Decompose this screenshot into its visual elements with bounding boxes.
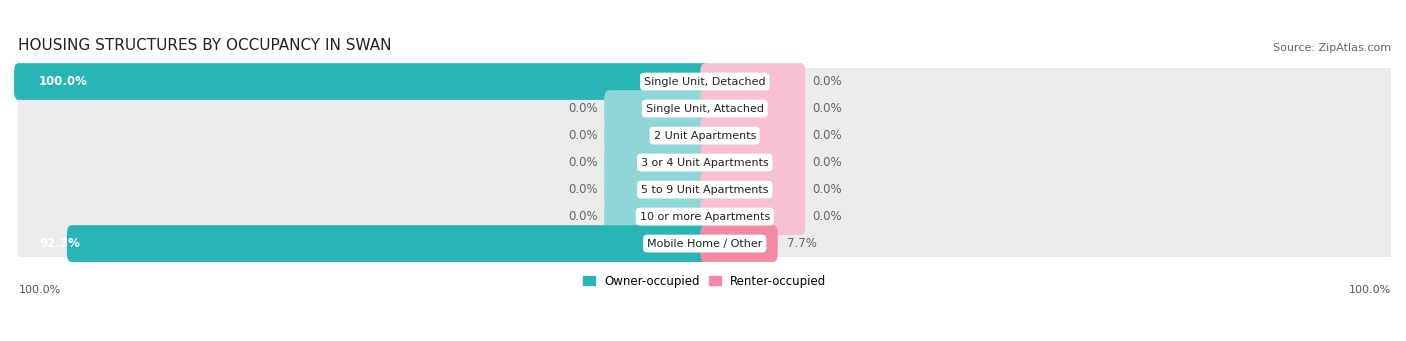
Text: 0.0%: 0.0% — [811, 129, 841, 142]
FancyBboxPatch shape — [700, 117, 806, 154]
FancyBboxPatch shape — [700, 90, 806, 127]
FancyBboxPatch shape — [605, 171, 709, 208]
Text: 92.3%: 92.3% — [39, 237, 80, 250]
Text: 0.0%: 0.0% — [568, 210, 598, 223]
FancyBboxPatch shape — [14, 169, 1395, 210]
Text: 0.0%: 0.0% — [568, 102, 598, 115]
Legend: Owner-occupied, Renter-occupied: Owner-occupied, Renter-occupied — [578, 270, 831, 293]
Text: 10 or more Apartments: 10 or more Apartments — [640, 211, 770, 222]
FancyBboxPatch shape — [14, 196, 1395, 237]
Text: 100.0%: 100.0% — [18, 285, 60, 295]
FancyBboxPatch shape — [14, 61, 1395, 102]
Text: 0.0%: 0.0% — [811, 75, 841, 88]
FancyBboxPatch shape — [67, 225, 709, 262]
FancyBboxPatch shape — [14, 223, 1395, 264]
FancyBboxPatch shape — [605, 90, 709, 127]
FancyBboxPatch shape — [14, 88, 1395, 129]
Text: 0.0%: 0.0% — [568, 156, 598, 169]
FancyBboxPatch shape — [700, 198, 806, 235]
Text: 0.0%: 0.0% — [568, 183, 598, 196]
Text: 0.0%: 0.0% — [811, 156, 841, 169]
Text: 7.7%: 7.7% — [787, 237, 817, 250]
Text: Single Unit, Detached: Single Unit, Detached — [644, 77, 765, 87]
FancyBboxPatch shape — [700, 171, 806, 208]
Text: 0.0%: 0.0% — [568, 129, 598, 142]
FancyBboxPatch shape — [14, 115, 1395, 156]
Text: Mobile Home / Other: Mobile Home / Other — [647, 239, 762, 249]
FancyBboxPatch shape — [605, 117, 709, 154]
FancyBboxPatch shape — [605, 144, 709, 181]
FancyBboxPatch shape — [700, 144, 806, 181]
Text: 5 to 9 Unit Apartments: 5 to 9 Unit Apartments — [641, 184, 769, 195]
FancyBboxPatch shape — [700, 225, 778, 262]
FancyBboxPatch shape — [700, 63, 806, 100]
Text: HOUSING STRUCTURES BY OCCUPANCY IN SWAN: HOUSING STRUCTURES BY OCCUPANCY IN SWAN — [18, 38, 392, 53]
Text: Single Unit, Attached: Single Unit, Attached — [645, 104, 763, 114]
Text: 0.0%: 0.0% — [811, 102, 841, 115]
FancyBboxPatch shape — [14, 142, 1395, 183]
Text: 100.0%: 100.0% — [39, 75, 89, 88]
FancyBboxPatch shape — [14, 63, 709, 100]
Text: 0.0%: 0.0% — [811, 210, 841, 223]
Text: Source: ZipAtlas.com: Source: ZipAtlas.com — [1272, 43, 1391, 53]
FancyBboxPatch shape — [605, 198, 709, 235]
Text: 100.0%: 100.0% — [1348, 285, 1391, 295]
Text: 3 or 4 Unit Apartments: 3 or 4 Unit Apartments — [641, 158, 769, 167]
Text: 0.0%: 0.0% — [811, 183, 841, 196]
Text: 2 Unit Apartments: 2 Unit Apartments — [654, 131, 756, 140]
